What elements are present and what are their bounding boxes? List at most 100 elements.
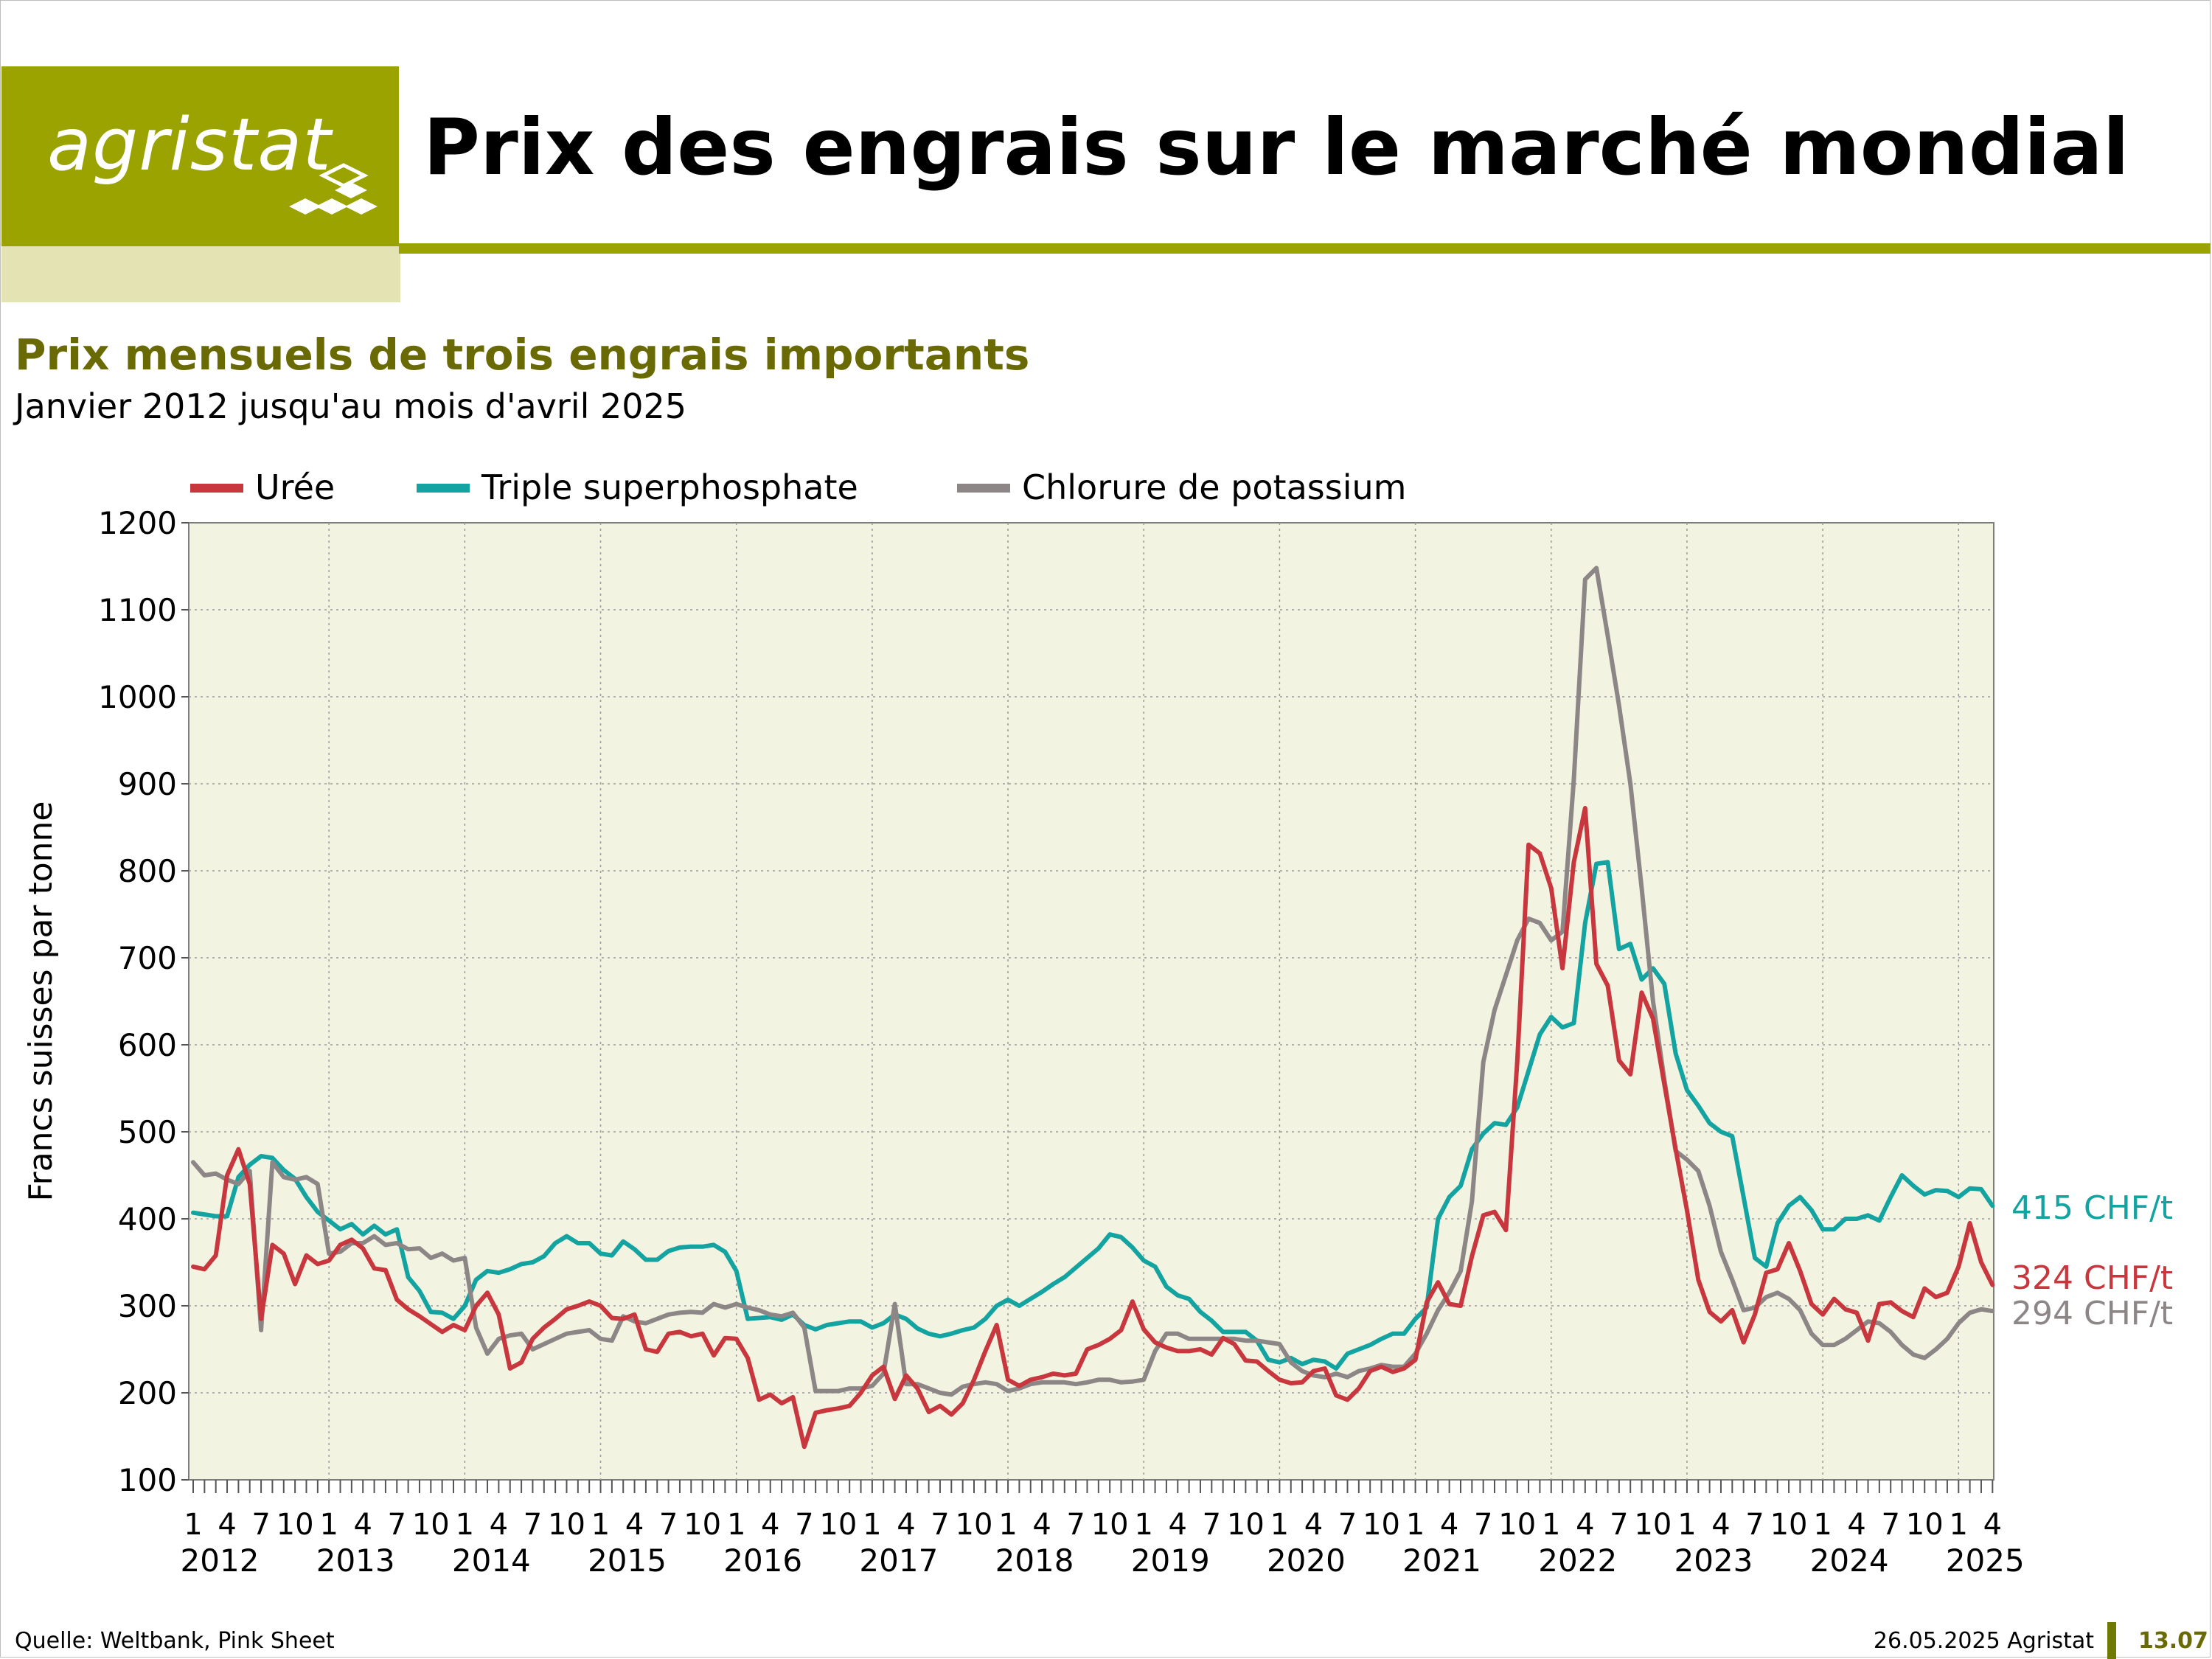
series-line [191,806,1995,1450]
x-tick-label: 10 [276,1508,314,1542]
year-label: 2015 [588,1543,667,1579]
y-tick-label: 600 [118,1027,177,1063]
footer-source: Quelle: Weltbank, Pink Sheet [15,1628,335,1654]
x-tick-label: 4 [1983,1508,2002,1542]
year-label: 2013 [316,1543,395,1579]
y-tick-label: 900 [118,766,177,802]
x-tick-label: 7 [1066,1508,1085,1542]
logo-text: agristat [47,103,332,187]
x-tick-label: 7 [1610,1508,1628,1542]
x-tick-label: 10 [1906,1508,1944,1542]
y-tick-label: 800 [118,853,177,889]
x-tick-label: 10 [956,1508,993,1542]
x-tick-label: 4 [897,1508,915,1542]
legend-label: Chlorure de potassium [1022,467,1406,507]
x-tick-label: 1 [591,1508,610,1542]
y-tick-label: 300 [118,1288,177,1324]
year-label: 2021 [1402,1543,1481,1579]
year-label: 2014 [452,1543,531,1579]
year-label: 2023 [1674,1543,1753,1579]
x-tick-label: 1 [456,1508,474,1542]
year-label: 2012 [181,1543,260,1579]
x-tick-label: 10 [1091,1508,1129,1542]
x-tick-label: 1 [998,1508,1017,1542]
x-tick-label: 1 [1813,1508,1832,1542]
x-tick-label: 4 [218,1508,236,1542]
x-tick-label: 7 [388,1508,406,1542]
x-tick-label: 4 [1440,1508,1458,1542]
x-tick-label: 10 [1227,1508,1265,1542]
year-label: 2017 [859,1543,938,1579]
x-tick-label: 7 [795,1508,813,1542]
plot-area [188,522,1994,1481]
x-tick-label: 4 [1576,1508,1594,1542]
logo-shadow [1,246,400,302]
y-tick-label: 500 [118,1114,177,1150]
x-tick-label: 10 [819,1508,857,1542]
y-tick-label: 700 [118,940,177,976]
x-tick-label: 1 [863,1508,881,1542]
x-tick-label: 10 [1498,1508,1536,1542]
line-chart: 100 200 300 400 500 600 700 800 900 1000 1100 1200 1… [22,467,2173,1579]
year-label: 2025 [1946,1543,2025,1579]
x-tick-label: 1 [1406,1508,1425,1542]
page-title: Prix des engrais sur le marché mondial [423,102,2129,192]
x-tick-label: 7 [659,1508,678,1542]
end-value-label: 294 CHF/t [2011,1295,2173,1332]
x-tick-label: 10 [684,1508,721,1542]
x-tick-label: 1 [727,1508,745,1542]
logo-diamond-icon [289,163,378,215]
year-label: 2022 [1538,1543,1617,1579]
y-tick-label: 200 [118,1375,177,1411]
x-tick-label: 7 [1338,1508,1357,1542]
y-tick-label: 1200 [98,505,177,541]
end-value-label: 415 CHF/t [2011,1189,2173,1227]
series-line [191,566,1995,1397]
agristat-logo [1,66,399,246]
x-tick-label: 7 [524,1508,542,1542]
x-tick-label: 1 [1270,1508,1289,1542]
x-tick-label: 7 [1881,1508,1899,1542]
x-tick-label: 7 [251,1508,270,1542]
x-tick-label: 4 [625,1508,644,1542]
series-line [191,860,1995,1371]
x-tick-label: 1 [319,1508,338,1542]
x-tick-label: 10 [1363,1508,1400,1542]
y-axis-label: Francs suisses par tonne [22,801,60,1202]
x-tick-label: 1 [1542,1508,1560,1542]
x-tick-label: 4 [490,1508,508,1542]
x-tick-label: 7 [931,1508,949,1542]
x-tick-label: 1 [1950,1508,1968,1542]
year-label: 2020 [1267,1543,1346,1579]
y-tick-label: 1000 [98,679,177,715]
year-label: 2024 [1810,1543,1889,1579]
x-tick-label: 7 [1203,1508,1221,1542]
x-tick-label: 4 [1032,1508,1051,1542]
end-value-label: 324 CHF/t [2011,1259,2173,1297]
x-tick-label: 4 [353,1508,372,1542]
page-number: 13.07 [2138,1628,2208,1654]
x-tick-label: 1 [1135,1508,1153,1542]
x-tick-label: 7 [1474,1508,1492,1542]
x-tick-label: 4 [1169,1508,1187,1542]
legend-label: Triple superphosphate [481,467,858,507]
footer-divider [2107,1622,2116,1659]
x-tick-label: 4 [761,1508,779,1542]
x-tick-label: 10 [412,1508,450,1542]
title-rule [399,243,2211,254]
x-tick-label: 10 [1770,1508,1808,1542]
x-tick-label: 7 [1745,1508,1764,1542]
chart-period: Janvier 2012 jusqu'au mois d'avril 2025 [15,386,687,426]
x-tick-label: 1 [184,1508,202,1542]
y-tick-label: 400 [118,1201,177,1237]
x-tick-label: 4 [1711,1508,1730,1542]
x-tick-label: 4 [1847,1508,1865,1542]
x-tick-label: 4 [1304,1508,1323,1542]
chart-subtitle: Prix mensuels de trois engrais important… [15,330,1030,380]
footer-date: 26.05.2025 Agristat [1873,1628,2094,1654]
x-tick-label: 1 [1677,1508,1696,1542]
legend-label: Urée [255,467,335,507]
x-tick-label: 10 [548,1508,585,1542]
year-label: 2019 [1131,1543,1210,1579]
